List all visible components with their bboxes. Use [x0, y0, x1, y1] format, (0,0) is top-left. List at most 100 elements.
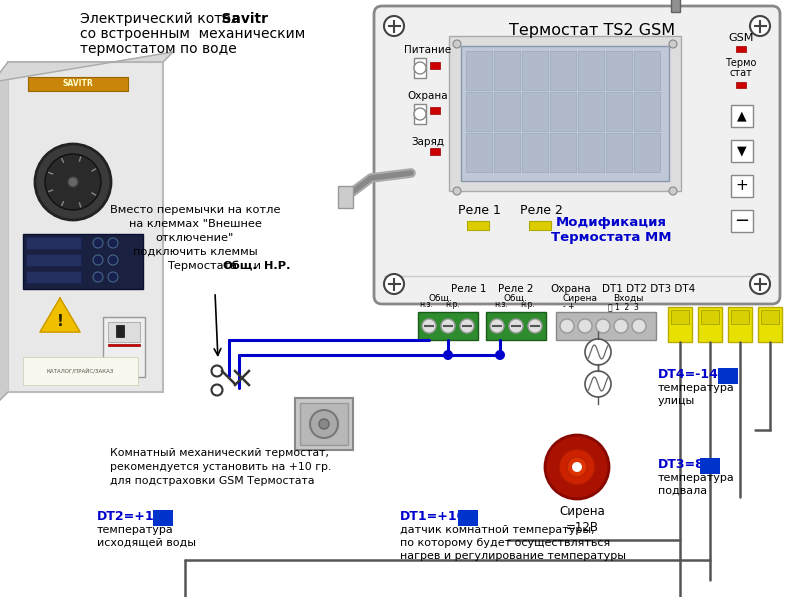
Circle shape	[578, 319, 592, 333]
Circle shape	[669, 40, 677, 48]
Bar	[671, 310, 689, 324]
Circle shape	[614, 319, 628, 333]
Text: DT4=-14: DT4=-14	[658, 368, 719, 381]
Bar	[108, 344, 140, 346]
Bar	[338, 186, 353, 208]
Text: Входы: Входы	[613, 294, 643, 303]
Bar	[700, 458, 720, 474]
Bar	[522, 133, 548, 172]
Circle shape	[108, 272, 118, 282]
Circle shape	[596, 319, 610, 333]
Circle shape	[93, 255, 103, 265]
Bar	[731, 310, 749, 324]
Circle shape	[93, 272, 103, 282]
Text: Реле 2: Реле 2	[519, 205, 562, 217]
Bar	[522, 92, 548, 131]
Bar	[467, 221, 489, 230]
Bar	[522, 51, 548, 90]
Text: DT2=+16: DT2=+16	[97, 510, 163, 523]
Bar	[28, 77, 128, 91]
Bar	[736, 82, 746, 88]
Circle shape	[490, 319, 504, 333]
Circle shape	[495, 350, 505, 360]
Bar	[634, 133, 660, 172]
Bar	[634, 92, 660, 131]
Bar	[556, 312, 656, 340]
Bar	[550, 51, 576, 90]
Bar	[578, 133, 604, 172]
Bar	[449, 36, 681, 191]
Text: подключить клеммы: подключить клеммы	[133, 247, 258, 257]
Bar	[761, 310, 779, 324]
Bar	[300, 403, 348, 445]
Circle shape	[211, 384, 222, 395]
Text: н.з.: н.з.	[419, 300, 433, 309]
Circle shape	[211, 365, 222, 377]
Text: Термо: Термо	[726, 58, 757, 68]
Circle shape	[509, 319, 523, 333]
Text: Электрический котел: Электрический котел	[80, 12, 244, 26]
Bar	[731, 175, 753, 197]
Bar	[494, 92, 520, 131]
Circle shape	[68, 177, 78, 187]
Bar	[26, 254, 81, 266]
Circle shape	[567, 457, 587, 477]
Bar	[414, 58, 426, 78]
Text: подвала: подвала	[658, 486, 707, 496]
Bar	[758, 307, 782, 342]
Text: рекомендуется установить на +10 гр.: рекомендуется установить на +10 гр.	[110, 462, 331, 472]
Bar	[430, 148, 440, 155]
Circle shape	[108, 238, 118, 248]
Text: ▲: ▲	[737, 109, 747, 122]
Text: Н.Р.: Н.Р.	[264, 261, 290, 271]
Bar	[466, 133, 492, 172]
Text: исходящей воды: исходящей воды	[97, 538, 196, 548]
Bar	[103, 317, 145, 377]
Circle shape	[750, 16, 770, 36]
Circle shape	[310, 410, 338, 438]
Bar	[606, 51, 632, 90]
Text: стат: стат	[730, 68, 753, 78]
Text: Сирена: Сирена	[562, 294, 598, 303]
Text: Реле 2: Реле 2	[498, 284, 534, 294]
Text: Питание: Питание	[405, 45, 451, 55]
Circle shape	[460, 319, 474, 333]
Circle shape	[93, 238, 103, 248]
Bar	[458, 510, 478, 526]
Bar	[430, 62, 440, 69]
Text: улицы: улицы	[658, 396, 695, 406]
Text: Общ.: Общ.	[222, 261, 257, 271]
Text: Термостат TS2 GSM: Термостат TS2 GSM	[509, 23, 675, 38]
Text: Savitr: Savitr	[80, 12, 268, 26]
Bar	[529, 221, 551, 230]
Bar	[606, 133, 632, 172]
Bar	[718, 368, 738, 384]
Bar	[26, 237, 81, 249]
Circle shape	[559, 449, 595, 485]
Bar	[414, 104, 426, 124]
Bar	[23, 357, 138, 385]
Text: Модификация: Модификация	[555, 216, 666, 229]
Text: КАТАЛОГ/ПРАЙС/ЗАКАЗ: КАТАЛОГ/ПРАЙС/ЗАКАЗ	[46, 368, 114, 374]
Bar	[23, 234, 143, 289]
Circle shape	[414, 62, 426, 74]
Text: нагрев и регулирование температуры: нагрев и регулирование температуры	[400, 551, 626, 561]
Text: DT1=+10: DT1=+10	[400, 510, 466, 523]
Bar	[461, 46, 669, 181]
Bar	[466, 51, 492, 90]
Text: температура: температура	[658, 473, 734, 483]
Circle shape	[585, 371, 611, 397]
Bar	[8, 62, 163, 392]
Circle shape	[319, 419, 329, 429]
Bar	[578, 51, 604, 90]
Circle shape	[528, 319, 542, 333]
Bar	[108, 322, 140, 342]
Bar	[671, 0, 680, 12]
Bar	[116, 325, 124, 337]
Bar	[550, 92, 576, 131]
Polygon shape	[40, 298, 80, 332]
Circle shape	[441, 319, 455, 333]
Bar	[728, 307, 752, 342]
Bar	[698, 307, 722, 342]
Text: Термостата: Термостата	[167, 261, 241, 271]
